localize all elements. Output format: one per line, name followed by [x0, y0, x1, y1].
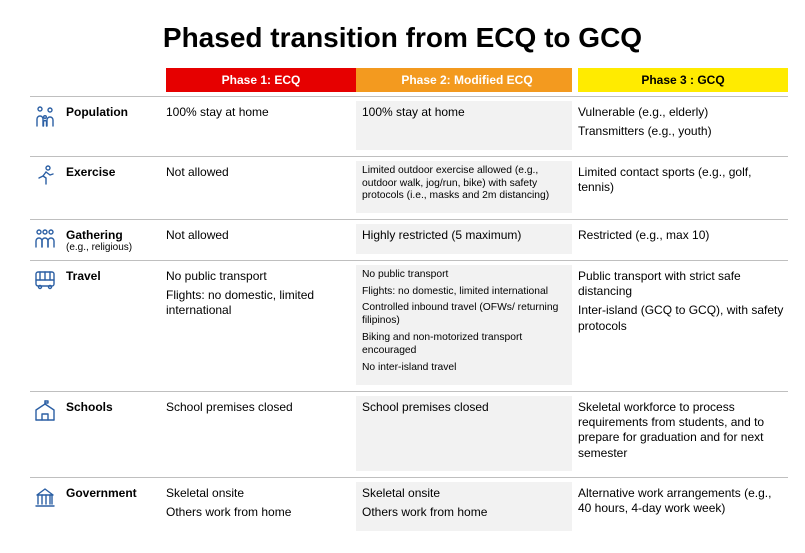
- cell-phase2-wrap: Skeletal onsite Others work from home: [356, 482, 572, 531]
- row-divider: [30, 477, 788, 478]
- row-label: Population: [66, 101, 160, 150]
- cell-text: Flights: no domestic, limited internatio…: [166, 288, 352, 319]
- gathering-icon: [30, 224, 60, 253]
- cell-phase1: No public transport Flights: no domestic,…: [166, 265, 356, 385]
- cell-phase2-wrap: Highly restricted (5 maximum): [356, 224, 572, 253]
- cell-phase2: School premises closed: [362, 396, 572, 425]
- cell-text: Alternative work arrangements (e.g., 40 …: [578, 486, 784, 517]
- cell-phase3: Skeletal workforce to process requiremen…: [578, 396, 788, 471]
- cell-phase2: No public transport Flights: no domestic,…: [362, 265, 572, 385]
- page-title: Phased transition from ECQ to GCQ: [30, 22, 775, 54]
- page: Phased transition from ECQ to GCQ Phase …: [0, 0, 805, 541]
- cell-phase2: Highly restricted (5 maximum): [362, 224, 572, 253]
- header-spacer: [66, 68, 160, 92]
- column-header-phase3: Phase 3 : GCQ: [578, 68, 788, 92]
- cell-phase1: Not allowed: [166, 161, 356, 214]
- cell-phase3: Limited contact sports (e.g., golf, tenn…: [578, 161, 788, 214]
- row-divider: [30, 260, 788, 261]
- comparison-table: Phase 1: ECQ Phase 2: Modified ECQ Phase…: [30, 68, 775, 531]
- cell-text: Limited outdoor exercise allowed (e.g., …: [362, 165, 568, 204]
- header-spacer: [30, 68, 60, 92]
- cell-text: No public transport: [166, 269, 352, 284]
- cell-phase3: Restricted (e.g., max 10): [578, 224, 788, 253]
- cell-phase2-wrap: No public transport Flights: no domestic,…: [356, 265, 572, 385]
- cell-text: Public transport with strict safe distan…: [578, 269, 784, 300]
- cell-text: Others work from home: [166, 505, 352, 520]
- row-label: Schools: [66, 396, 160, 471]
- row-sublabel: (e.g., religious): [66, 242, 160, 253]
- column-header-phase2: Phase 2: Modified ECQ: [356, 68, 572, 92]
- cell-text: Skeletal workforce to process requiremen…: [578, 400, 784, 461]
- cell-text: Vulnerable (e.g., elderly): [578, 105, 784, 120]
- cell-text: Inter-island (GCQ to GCQ), with safety p…: [578, 303, 784, 334]
- column-header-phase1: Phase 1: ECQ: [166, 68, 356, 92]
- government-icon: [30, 482, 60, 531]
- family-icon: [30, 101, 60, 150]
- row-divider: [30, 156, 788, 157]
- row-divider: [30, 219, 788, 220]
- cell-phase2-wrap: 100% stay at home: [356, 101, 572, 150]
- cell-text: No public transport: [362, 269, 568, 282]
- cell-text: 100% stay at home: [166, 105, 352, 120]
- cell-phase1: Not allowed: [166, 224, 356, 253]
- cell-text: Not allowed: [166, 165, 352, 180]
- cell-phase1: Skeletal onsite Others work from home: [166, 482, 356, 531]
- row-divider: [30, 391, 788, 392]
- school-icon: [30, 396, 60, 471]
- cell-text: Biking and non-motorized transport encou…: [362, 332, 568, 358]
- cell-phase2: Limited outdoor exercise allowed (e.g., …: [362, 161, 572, 214]
- cell-text: Flights: no domestic, limited internatio…: [362, 286, 568, 299]
- bus-icon: [30, 265, 60, 385]
- cell-text: School premises closed: [166, 400, 352, 415]
- cell-text: No inter-island travel: [362, 362, 568, 375]
- cell-phase1: School premises closed: [166, 396, 356, 471]
- row-label: Gathering(e.g., religious): [66, 224, 160, 253]
- row-label: Travel: [66, 265, 160, 385]
- cell-text: Transmitters (e.g., youth): [578, 124, 784, 139]
- cell-text: School premises closed: [362, 400, 568, 415]
- cell-phase2: Skeletal onsite Others work from home: [362, 482, 572, 531]
- cell-phase3: Vulnerable (e.g., elderly) Transmitters (…: [578, 101, 788, 150]
- cell-phase3: Alternative work arrangements (e.g., 40 …: [578, 482, 788, 531]
- cell-text: Controlled inbound travel (OFWs/ returni…: [362, 302, 568, 328]
- cell-text: Not allowed: [166, 228, 352, 243]
- row-label: Government: [66, 482, 160, 531]
- row-label: Exercise: [66, 161, 160, 214]
- cell-phase3: Public transport with strict safe distan…: [578, 265, 788, 385]
- cell-text: 100% stay at home: [362, 105, 568, 120]
- cell-phase2-wrap: School premises closed: [356, 396, 572, 471]
- cell-text: Limited contact sports (e.g., golf, tenn…: [578, 165, 784, 196]
- cell-phase1: 100% stay at home: [166, 101, 356, 150]
- cell-text: Restricted (e.g., max 10): [578, 228, 784, 243]
- exercise-icon: [30, 161, 60, 214]
- cell-text: Skeletal onsite: [166, 486, 352, 501]
- row-divider: [30, 96, 788, 97]
- cell-text: Skeletal onsite: [362, 486, 568, 501]
- cell-phase2: 100% stay at home: [362, 101, 572, 130]
- cell-phase2-wrap: Limited outdoor exercise allowed (e.g., …: [356, 161, 572, 214]
- cell-text: Highly restricted (5 maximum): [362, 228, 568, 243]
- cell-text: Others work from home: [362, 505, 568, 520]
